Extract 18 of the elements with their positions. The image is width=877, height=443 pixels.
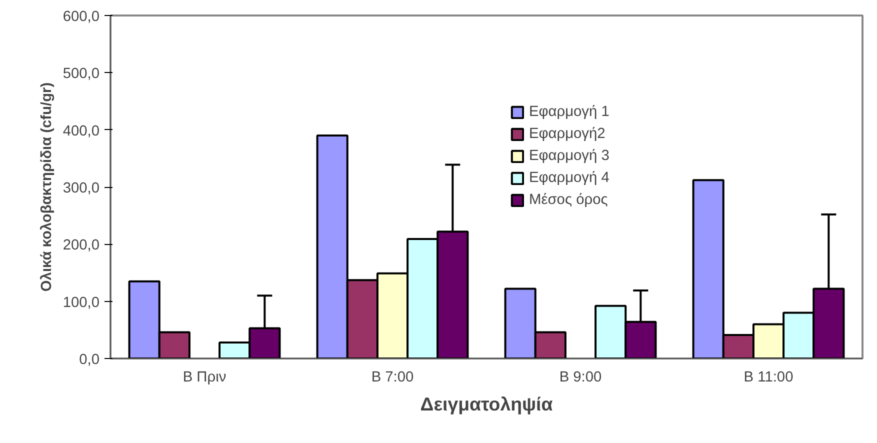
legend-label: Εφαρμογή2 (529, 126, 606, 142)
y-tick-label: 100,0 (62, 294, 100, 311)
x-axis-title: Δειγματοληψία (420, 394, 554, 414)
y-tick-label: 600,0 (62, 9, 100, 25)
x-tick-label: Β 9:00 (559, 370, 602, 386)
legend-label: Εφαρμογή 4 (529, 170, 610, 186)
legend-label: Μέσος όρος (529, 192, 608, 208)
y-tick-label: 400,0 (62, 123, 100, 140)
x-tick-label: Β 11:00 (744, 370, 794, 386)
y-tick-label: 500,0 (62, 66, 100, 82)
y-tick-label: 0,0 (79, 352, 100, 368)
y-tick-label: 200,0 (62, 238, 100, 254)
y-tick-label: 300,0 (62, 180, 100, 196)
x-tick-label: Β 7:00 (371, 370, 414, 386)
legend-label: Εφαρμογή 3 (529, 148, 610, 164)
x-tick-label: Β Πριν (182, 370, 226, 386)
y-axis-title: Ολικά κολοβακτηρίδια (cfu/gr) (38, 82, 55, 292)
legend-label: Εφαρμογή 1 (529, 104, 610, 120)
